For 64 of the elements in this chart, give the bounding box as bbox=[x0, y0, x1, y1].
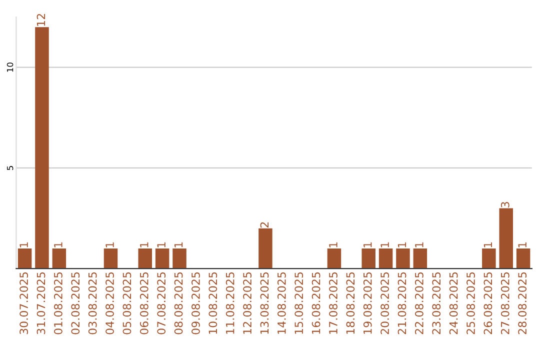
data-label: 1 bbox=[484, 242, 492, 248]
bar bbox=[396, 248, 410, 269]
bar bbox=[482, 248, 496, 269]
x-tick-label: 31.07.2025 bbox=[36, 272, 46, 334]
data-label: 1 bbox=[364, 242, 372, 248]
bar bbox=[172, 248, 186, 269]
x-tick-label: 14.08.2025 bbox=[277, 272, 286, 334]
x-tick-label: 02.08.2025 bbox=[71, 272, 80, 334]
x-tick-label: 03.08.2025 bbox=[88, 272, 97, 334]
bar bbox=[52, 248, 66, 269]
data-label: 3 bbox=[500, 202, 510, 208]
x-tick-label: 05.08.2025 bbox=[122, 272, 132, 334]
x-tick-label: 22.08.2025 bbox=[414, 272, 424, 334]
bar bbox=[104, 248, 118, 269]
x-tick-label: 06.08.2025 bbox=[140, 272, 148, 334]
data-label: 1 bbox=[157, 242, 166, 248]
bar bbox=[258, 228, 272, 269]
x-tick-label: 16.08.2025 bbox=[312, 272, 320, 334]
x-tick-label: 26.08.2025 bbox=[484, 272, 492, 334]
x-tick-label: 25.08.2025 bbox=[466, 272, 475, 334]
bar bbox=[35, 27, 49, 269]
x-tick-label: 19.08.2025 bbox=[363, 272, 372, 334]
x-tick-label: 18.08.2025 bbox=[346, 272, 355, 334]
data-label: 12 bbox=[36, 14, 46, 26]
x-tick-label: 20.08.2025 bbox=[380, 272, 390, 334]
bar bbox=[327, 248, 342, 269]
data-label: 1 bbox=[106, 242, 114, 248]
bar bbox=[413, 248, 428, 269]
data-label: 1 bbox=[329, 242, 338, 248]
bar bbox=[138, 248, 152, 269]
bar bbox=[18, 248, 32, 269]
data-label: 1 bbox=[20, 242, 28, 248]
x-tick-label: 28.08.2025 bbox=[518, 272, 527, 334]
data-label: 2 bbox=[260, 222, 269, 228]
bar bbox=[378, 248, 393, 269]
x-tick-label: 07.08.2025 bbox=[157, 272, 166, 334]
data-label: 1 bbox=[518, 242, 526, 248]
x-tick-label: 10.08.2025 bbox=[208, 272, 218, 334]
x-tick-label: 30.07.2025 bbox=[20, 272, 28, 334]
x-tick-label: 12.08.2025 bbox=[243, 272, 252, 334]
data-label: 1 bbox=[140, 242, 148, 248]
bar bbox=[155, 248, 170, 269]
x-tick-label: 15.08.2025 bbox=[294, 272, 304, 334]
x-tick-label: 17.08.2025 bbox=[329, 272, 338, 334]
bar bbox=[499, 208, 513, 269]
x-tick-label: 27.08.2025 bbox=[500, 272, 510, 334]
x-tick-label: 09.08.2025 bbox=[192, 272, 200, 334]
data-label: 1 bbox=[380, 242, 389, 248]
y-tick-label: 10 bbox=[6, 62, 14, 72]
y-tick-label: 5 bbox=[7, 166, 14, 170]
x-tick-label: 13.08.2025 bbox=[260, 272, 269, 334]
bar bbox=[516, 248, 530, 269]
data-label: 1 bbox=[54, 242, 62, 248]
x-tick-label: 04.08.2025 bbox=[106, 272, 114, 334]
data-label: 1 bbox=[415, 242, 424, 248]
x-tick-label: 24.08.2025 bbox=[449, 272, 458, 334]
x-tick-label: 21.08.2025 bbox=[398, 272, 406, 334]
data-label: 1 bbox=[398, 242, 406, 248]
data-label: 1 bbox=[174, 242, 183, 248]
bar bbox=[362, 248, 376, 269]
x-tick-label: 11.08.2025 bbox=[226, 272, 234, 334]
x-tick-label: 01.08.2025 bbox=[54, 272, 62, 334]
x-tick-label: 23.08.2025 bbox=[432, 272, 441, 334]
x-tick-label: 08.08.2025 bbox=[174, 272, 183, 334]
